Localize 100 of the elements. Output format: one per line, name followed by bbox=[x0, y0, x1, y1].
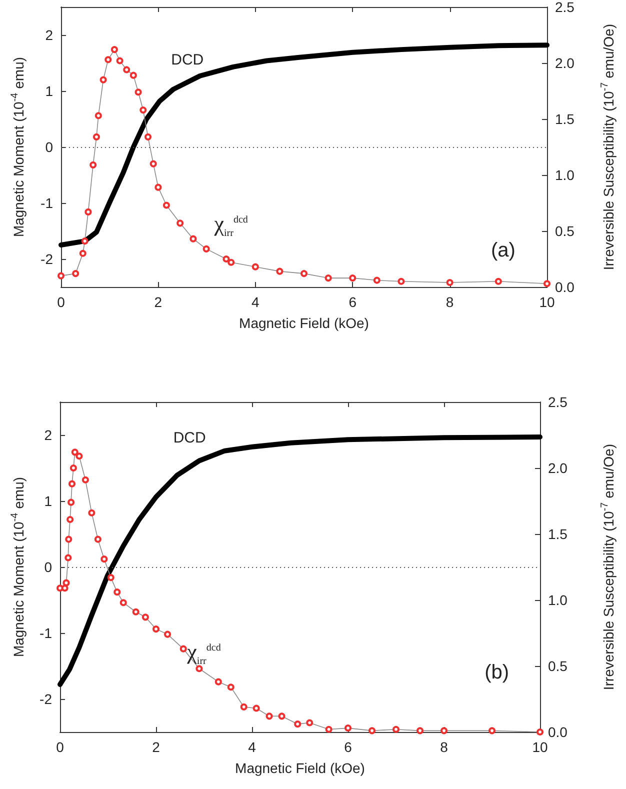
point bbox=[100, 76, 107, 84]
point bbox=[62, 579, 70, 586]
point bbox=[66, 516, 74, 523]
x-tick-label: 2 bbox=[154, 294, 162, 310]
y-tick-label: 0 bbox=[45, 139, 54, 155]
point bbox=[266, 712, 273, 720]
point bbox=[134, 88, 142, 96]
point bbox=[440, 727, 448, 734]
point bbox=[300, 270, 308, 278]
annotation: (b) bbox=[484, 661, 510, 684]
x-tick-label: 8 bbox=[446, 294, 454, 310]
point bbox=[162, 202, 170, 209]
point bbox=[240, 703, 248, 710]
point bbox=[446, 279, 454, 286]
point bbox=[228, 258, 235, 266]
y-tick-label: -1 bbox=[40, 625, 52, 641]
point bbox=[398, 278, 405, 285]
point bbox=[104, 56, 112, 64]
y2-tick-label: 0.0 bbox=[555, 279, 575, 295]
point bbox=[150, 160, 157, 168]
point bbox=[344, 724, 352, 732]
point bbox=[79, 250, 86, 257]
y2-tick-label: 1.5 bbox=[548, 526, 568, 542]
y-tick-label: -1 bbox=[40, 195, 54, 211]
point bbox=[202, 245, 210, 252]
point bbox=[324, 274, 332, 282]
point bbox=[306, 719, 314, 726]
point bbox=[152, 626, 160, 633]
x-tick-label: 6 bbox=[344, 739, 352, 755]
point bbox=[94, 112, 102, 120]
y-tick-label: -2 bbox=[40, 251, 54, 267]
point bbox=[120, 599, 127, 606]
point bbox=[123, 66, 130, 74]
point bbox=[494, 278, 502, 285]
x-tick-label: 0 bbox=[57, 294, 66, 310]
point bbox=[325, 726, 332, 733]
point bbox=[130, 72, 137, 79]
point bbox=[180, 645, 187, 652]
annotation: (a) bbox=[491, 239, 516, 262]
point bbox=[252, 263, 259, 270]
series-label: DCD bbox=[173, 430, 206, 447]
y2-tick-label: 1.0 bbox=[548, 592, 568, 608]
point bbox=[116, 57, 124, 64]
x-axis-title: Magnetic Field (kOe) bbox=[235, 760, 365, 776]
point bbox=[64, 554, 72, 562]
point bbox=[368, 727, 376, 734]
y2-tick-label: 1.0 bbox=[555, 167, 575, 183]
y-tick-label: -2 bbox=[40, 691, 52, 707]
y-tick-label: 1 bbox=[45, 83, 54, 99]
point bbox=[82, 476, 89, 484]
point bbox=[68, 498, 75, 506]
point bbox=[84, 208, 92, 216]
point bbox=[70, 464, 77, 472]
point bbox=[68, 480, 76, 488]
point bbox=[214, 678, 222, 686]
x-tick-label: 6 bbox=[348, 294, 357, 310]
x-axis-title: Magnetic Field (kOe) bbox=[239, 315, 369, 331]
point bbox=[176, 220, 184, 227]
point bbox=[276, 268, 284, 275]
y-tick-label: 1 bbox=[44, 493, 52, 509]
point bbox=[92, 133, 100, 140]
x-tick-label: 2 bbox=[152, 739, 160, 755]
point bbox=[392, 726, 400, 733]
point bbox=[190, 235, 197, 242]
point bbox=[71, 448, 78, 456]
x-tick-label: 4 bbox=[252, 294, 260, 310]
point bbox=[132, 608, 140, 616]
point bbox=[154, 184, 162, 191]
series-label: DCD bbox=[171, 52, 204, 69]
x-tick-label: 4 bbox=[248, 739, 256, 755]
y2-tick-label: 2.0 bbox=[555, 55, 575, 71]
y2-tick-label: 2.0 bbox=[548, 460, 568, 476]
point bbox=[536, 728, 544, 736]
point bbox=[76, 452, 83, 460]
point bbox=[58, 272, 64, 280]
y2-tick-label: 0.5 bbox=[548, 658, 568, 674]
x-tick-label: 10 bbox=[539, 294, 555, 310]
y-tick-label: 0 bbox=[44, 559, 52, 575]
point bbox=[196, 665, 203, 672]
point bbox=[349, 274, 356, 282]
point bbox=[142, 614, 149, 621]
point bbox=[72, 270, 80, 278]
point bbox=[488, 727, 496, 734]
point bbox=[81, 238, 88, 245]
y2-tick-label: 1.5 bbox=[555, 111, 575, 127]
y2-tick-label: 0.5 bbox=[555, 223, 575, 239]
point bbox=[110, 46, 118, 54]
point bbox=[94, 536, 102, 543]
y-tick-label: 2 bbox=[44, 427, 52, 443]
point bbox=[227, 684, 234, 691]
point bbox=[164, 630, 172, 638]
y2-tick-label: 2.5 bbox=[548, 394, 568, 410]
y2-tick-label: 0.0 bbox=[548, 724, 568, 740]
point bbox=[294, 720, 302, 728]
point bbox=[416, 727, 424, 734]
point bbox=[107, 574, 114, 582]
point bbox=[252, 704, 260, 712]
point bbox=[90, 161, 97, 168]
point bbox=[144, 133, 152, 140]
point bbox=[61, 584, 68, 592]
